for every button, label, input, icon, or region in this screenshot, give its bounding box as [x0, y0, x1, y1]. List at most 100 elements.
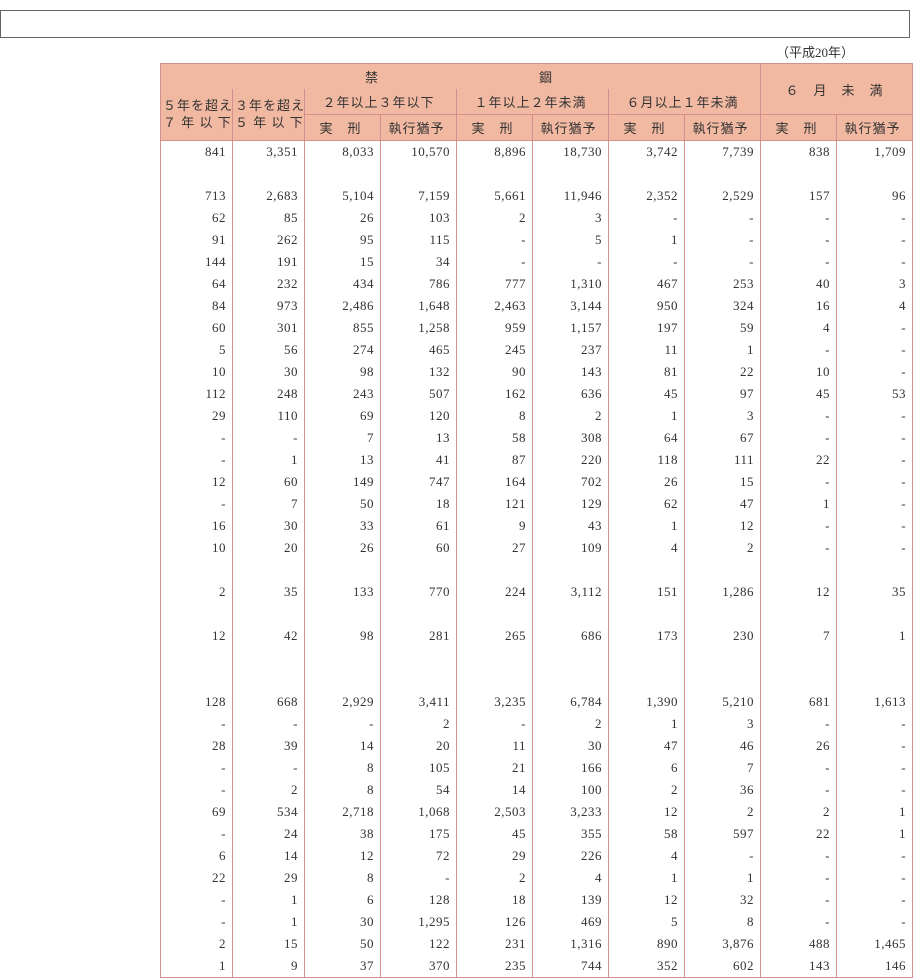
table-row: 849732,4861,6482,4633,144950324164 [161, 295, 913, 317]
cell: - [837, 757, 913, 779]
cell: 37 [305, 955, 381, 978]
cell: 2 [685, 537, 761, 559]
cell: 2,929 [305, 691, 381, 713]
cell: 959 [457, 317, 533, 339]
cell: 248 [233, 383, 305, 405]
cell-empty [761, 559, 837, 581]
cell: 2,503 [457, 801, 533, 823]
cell: - [837, 317, 913, 339]
cell: 11 [609, 339, 685, 361]
cell: 69 [305, 405, 381, 427]
cell-empty [161, 603, 233, 625]
cell: - [837, 339, 913, 361]
cell: 274 [305, 339, 381, 361]
cell: - [161, 779, 233, 801]
cell-empty [837, 163, 913, 185]
cell: 197 [609, 317, 685, 339]
cell-empty [161, 163, 233, 185]
table-row [161, 647, 913, 669]
cell: 681 [761, 691, 837, 713]
table-row: 7132,6835,1047,1595,66111,9462,3522,5291… [161, 185, 913, 207]
cell: - [837, 251, 913, 273]
cell: 1 [609, 867, 685, 889]
cell: - [161, 757, 233, 779]
cell: - [457, 251, 533, 273]
cell: 12 [761, 581, 837, 603]
table-row: 1441911534------ [161, 251, 913, 273]
table-row [161, 559, 913, 581]
cell-empty [609, 559, 685, 581]
cell: 686 [533, 625, 609, 647]
cell: 157 [761, 185, 837, 207]
cell: 352 [609, 955, 685, 978]
cell: 370 [381, 955, 457, 978]
cell-empty [533, 559, 609, 581]
cell: 162 [457, 383, 533, 405]
cell: 69 [161, 801, 233, 823]
cell: 14 [233, 845, 305, 867]
table-row: 10309813290143812210- [161, 361, 913, 383]
cell: - [761, 713, 837, 735]
cell-empty [457, 559, 533, 581]
cell: 15 [685, 471, 761, 493]
cell: 2,529 [685, 185, 761, 207]
cell: 45 [457, 823, 533, 845]
cell: 10 [161, 537, 233, 559]
cell: 128 [381, 889, 457, 911]
cell-empty [533, 647, 609, 669]
cell: - [609, 207, 685, 229]
cell: 4 [837, 295, 913, 317]
cell: - [305, 713, 381, 735]
table-row: 12429828126568617323071 [161, 625, 913, 647]
cell: 5,661 [457, 185, 533, 207]
cell: 6 [609, 757, 685, 779]
cell: 47 [609, 735, 685, 757]
table-row: -285414100236-- [161, 779, 913, 801]
cell-empty [161, 559, 233, 581]
cell-empty [533, 163, 609, 185]
cell-empty [837, 669, 913, 691]
hdr-u6m-y: 執行猶予 [837, 115, 913, 141]
cell: 6,784 [533, 691, 609, 713]
cell: 12 [161, 625, 233, 647]
cell: 191 [233, 251, 305, 273]
cell-empty [837, 603, 913, 625]
cell-empty [381, 559, 457, 581]
table-body: 8413,3518,03310,5708,89618,7303,7427,739… [161, 141, 913, 978]
hdr-1-2: １年以上２年未満 [457, 89, 609, 115]
cell: 3,235 [457, 691, 533, 713]
cell: 11,946 [533, 185, 609, 207]
cell: 265 [457, 625, 533, 647]
cell: - [761, 911, 837, 933]
cell: 1 [233, 889, 305, 911]
cell: - [233, 427, 305, 449]
cell: 91 [161, 229, 233, 251]
cell: 8 [457, 405, 533, 427]
cell: 30 [233, 515, 305, 537]
cell: 67 [685, 427, 761, 449]
cell-empty [305, 603, 381, 625]
cell: - [761, 405, 837, 427]
cell: 29 [233, 867, 305, 889]
cell-empty [305, 647, 381, 669]
cell: 27 [457, 537, 533, 559]
cell: 13 [381, 427, 457, 449]
cell: 21 [457, 757, 533, 779]
table-row: 8413,3518,03310,5708,89618,7303,7427,739… [161, 141, 913, 164]
table-row: --713583086467-- [161, 427, 913, 449]
cell: 597 [685, 823, 761, 845]
cell: 20 [233, 537, 305, 559]
cell: 1 [837, 625, 913, 647]
cell: 324 [685, 295, 761, 317]
cell-empty [233, 559, 305, 581]
cell: 9 [233, 955, 305, 978]
table-row: -7501812112962471- [161, 493, 913, 515]
cell: 3 [837, 273, 913, 295]
hdr-3-5: ３年を超え ５ 年 以 下 [233, 89, 305, 141]
hdr-2-3-j: 実 刑 [305, 115, 381, 141]
cell: 8 [685, 911, 761, 933]
cell: 2,683 [233, 185, 305, 207]
cell: 151 [609, 581, 685, 603]
cell: 98 [305, 361, 381, 383]
cell-empty [233, 647, 305, 669]
